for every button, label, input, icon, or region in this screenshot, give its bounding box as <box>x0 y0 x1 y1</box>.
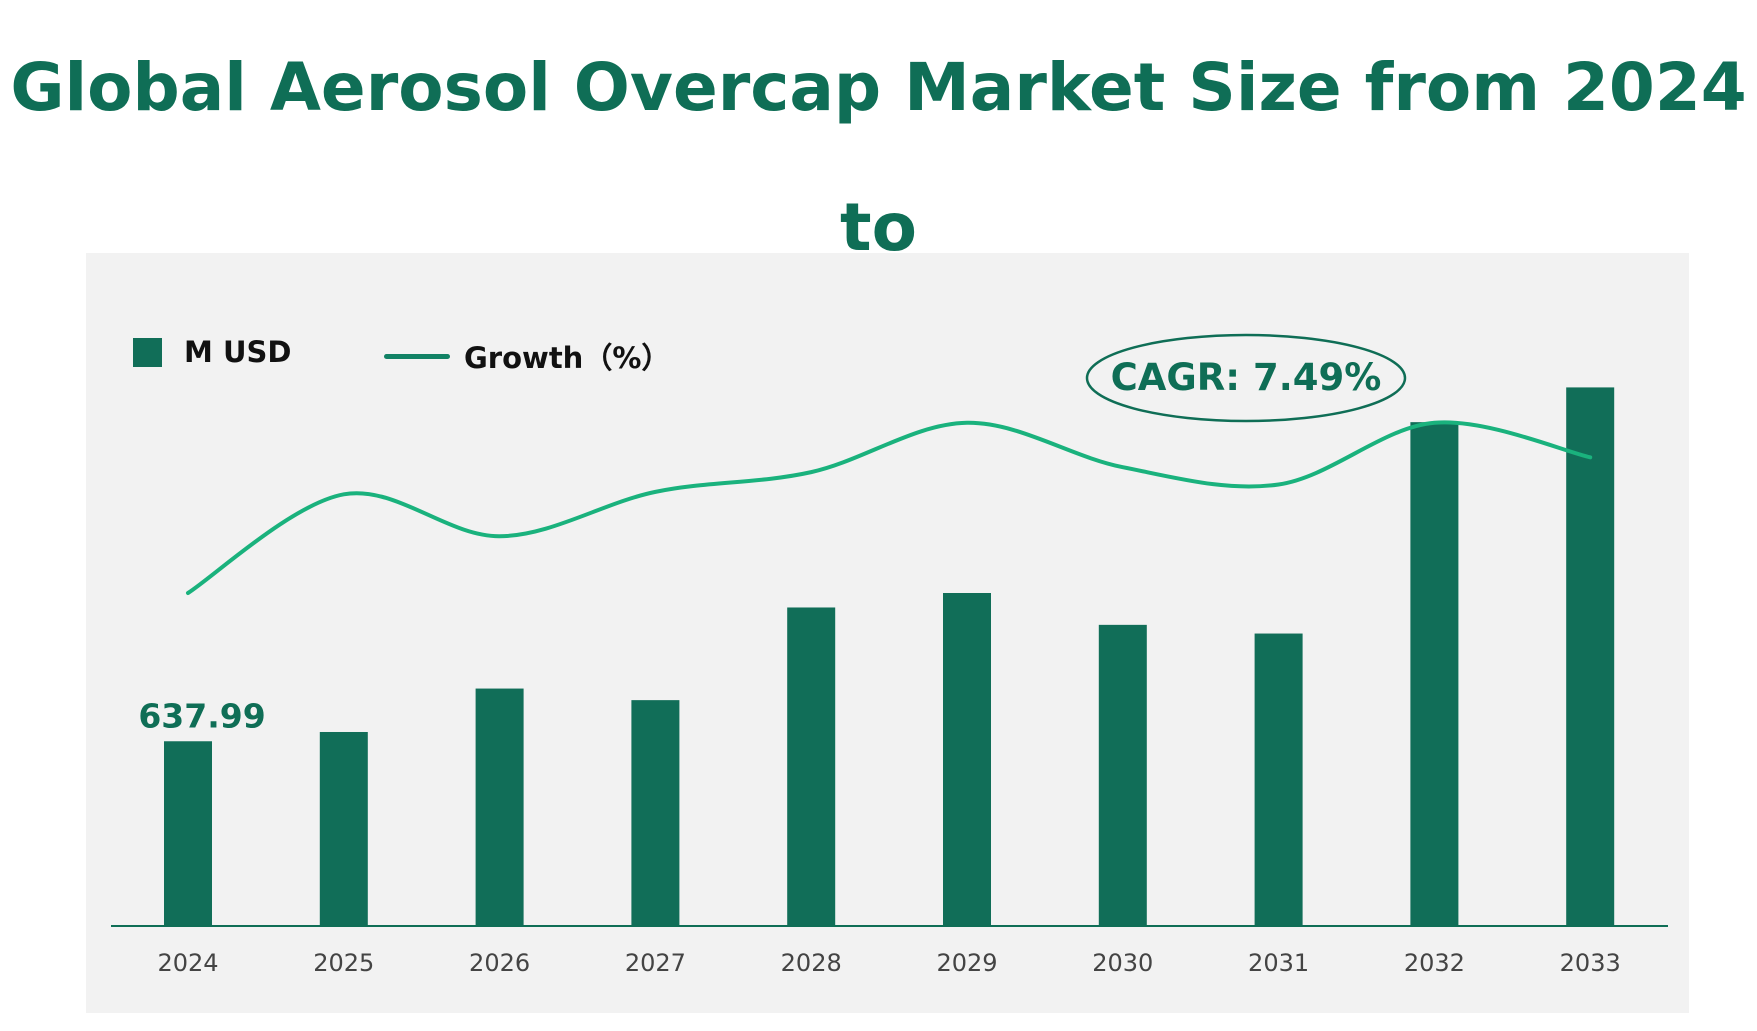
bar-2025 <box>319 731 368 926</box>
legend-swatch-line <box>384 353 450 359</box>
legend-item-bars: M USD <box>133 335 291 369</box>
chart-title: Global Aerosol Overcap Market Size from … <box>0 18 1757 438</box>
x-tick-2024: 2024 <box>157 949 218 977</box>
legend-item-line: Growth（%） <box>384 335 670 377</box>
x-tick-2027: 2027 <box>625 949 686 977</box>
x-tick-2026: 2026 <box>469 949 530 977</box>
bar-2032 <box>1410 422 1459 926</box>
bar-2027 <box>631 700 680 926</box>
x-tick-2031: 2031 <box>1248 949 1309 977</box>
x-tick-2025: 2025 <box>313 949 374 977</box>
bar-2024 <box>164 741 212 926</box>
data-label-2024: 637.99 <box>138 696 265 735</box>
data-label-group: 637.99 <box>138 696 265 735</box>
bar-2033 <box>1566 387 1615 926</box>
cagr-label: CAGR: 7.49% <box>1111 356 1382 399</box>
bar-2028 <box>787 607 836 926</box>
legend-swatch-bars <box>133 337 162 367</box>
chart-title-line-1: Global Aerosol Overcap Market Size from … <box>10 49 1747 266</box>
bar-2030 <box>1098 624 1147 926</box>
legend-label-bars: M USD <box>184 335 292 369</box>
bar-2029 <box>943 593 991 926</box>
x-tick-2030: 2030 <box>1092 949 1153 977</box>
legend-label-line: Growth（%） <box>464 341 671 375</box>
bar-2031 <box>1254 633 1303 926</box>
bar-2026 <box>475 688 524 926</box>
x-axis-ticks: 2024 2025 2026 2027 2028 2029 2030 2031 2032 2033 <box>157 949 1620 977</box>
x-tick-2029: 2029 <box>936 949 997 977</box>
growth-line <box>186 420 1593 595</box>
bar-group <box>164 387 1615 926</box>
cagr-ellipse <box>1085 333 1407 423</box>
x-tick-2032: 2032 <box>1404 949 1465 977</box>
x-tick-2033: 2033 <box>1560 949 1621 977</box>
x-tick-2028: 2028 <box>781 949 842 977</box>
